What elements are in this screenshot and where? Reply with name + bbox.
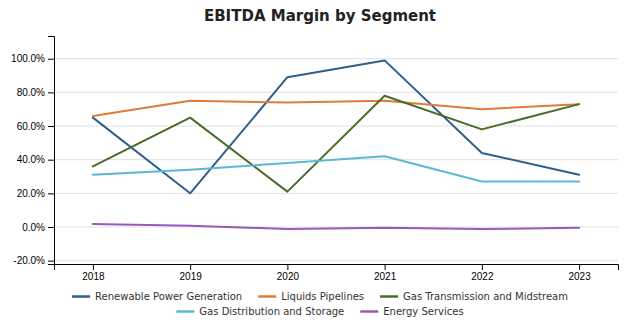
y-tick-label: 80.0% <box>17 87 45 98</box>
y-tick: 40.0% <box>17 154 54 165</box>
legend-item: Liquids Pipelines <box>258 291 364 302</box>
legend-label: Renewable Power Generation <box>95 291 242 302</box>
legend-item: Renewable Power Generation <box>72 291 242 302</box>
grid-line <box>54 58 618 59</box>
grid-line <box>54 226 618 227</box>
chart: EBITDA Margin by Segment Renewable Power … <box>0 0 640 324</box>
y-tick-mark <box>48 59 54 60</box>
y-tick-label: 40.0% <box>17 154 45 165</box>
x-axis-line <box>55 265 619 271</box>
legend-label: Liquids Pipelines <box>281 291 364 302</box>
y-tick-label: 100.0% <box>11 53 45 64</box>
y-tick: 60.0% <box>17 121 54 132</box>
x-tick-label: 2019 <box>180 271 203 282</box>
x-axis: 2018 2019 2020 2021 2022 2023 <box>55 264 619 282</box>
x-tick-label: 2020 <box>277 271 300 282</box>
x-tick-label: 2018 <box>82 271 105 282</box>
x-tick: 2020 <box>277 264 300 282</box>
grid <box>54 59 618 261</box>
legend-swatch <box>72 295 90 298</box>
legend-label: Gas Distribution and Storage <box>199 306 344 317</box>
x-tick-mark <box>579 264 580 270</box>
grid-line <box>54 92 618 93</box>
legend-swatch <box>176 310 194 313</box>
x-tick: 2018 <box>82 264 105 282</box>
legend-item: Gas Transmission and Midstream <box>380 291 568 302</box>
y-tick-label: 20.0% <box>17 188 45 199</box>
y-tick: 80.0% <box>17 87 54 98</box>
series-line <box>93 60 579 193</box>
series-line <box>93 101 579 116</box>
x-tick-mark <box>385 264 386 270</box>
x-tick-label: 2022 <box>471 271 494 282</box>
x-tick-label: 2023 <box>568 271 591 282</box>
legend: Renewable Power Generation Liquids Pipeli… <box>72 291 568 317</box>
y-tick: 0.0% <box>22 222 54 233</box>
legend-label: Energy Services <box>383 306 463 317</box>
legend-swatch <box>258 295 276 298</box>
x-tick: 2019 <box>180 264 203 282</box>
y-tick-mark <box>48 261 54 262</box>
series-line <box>93 96 579 192</box>
legend-item: Energy Services <box>360 306 463 317</box>
x-tick-label: 2021 <box>374 271 397 282</box>
series-group <box>93 60 579 229</box>
x-tick-mark <box>287 264 288 270</box>
y-tick-mark <box>48 160 54 161</box>
y-axis-line <box>48 37 55 265</box>
x-tick: 2021 <box>374 264 397 282</box>
y-tick: 100.0% <box>11 53 54 64</box>
chart-title: EBITDA Margin by Segment <box>204 7 436 25</box>
legend-swatch <box>360 310 378 313</box>
y-tick-mark <box>48 193 54 194</box>
x-tick: 2022 <box>471 264 494 282</box>
y-tick-label: -20.0% <box>13 255 45 266</box>
legend-item: Gas Distribution and Storage <box>176 306 344 317</box>
legend-label: Gas Transmission and Midstream <box>403 291 568 302</box>
y-tick-mark <box>48 126 54 127</box>
legend-swatch <box>380 295 398 298</box>
x-tick-mark <box>93 264 94 270</box>
grid-line <box>54 126 618 127</box>
grid-line <box>54 260 618 261</box>
x-tick-mark <box>482 264 483 270</box>
x-tick: 2023 <box>568 264 591 282</box>
x-tick-mark <box>190 264 191 270</box>
grid-line <box>54 193 618 194</box>
y-tick-mark <box>48 227 54 228</box>
plot-area: 2018 2019 2020 2021 2022 2023 -20.0% 0.0% 20.0% 4… <box>11 37 618 283</box>
y-tick-label: 60.0% <box>17 121 45 132</box>
y-tick-label: 0.0% <box>22 222 45 233</box>
y-tick-mark <box>48 92 54 93</box>
series-line <box>93 156 579 181</box>
y-tick: -20.0% <box>13 255 54 266</box>
y-tick: 20.0% <box>17 188 54 199</box>
y-axis: -20.0% 0.0% 20.0% 40.0% 60.0% 80.0% 100.0% <box>11 37 54 267</box>
series-line <box>93 224 579 229</box>
